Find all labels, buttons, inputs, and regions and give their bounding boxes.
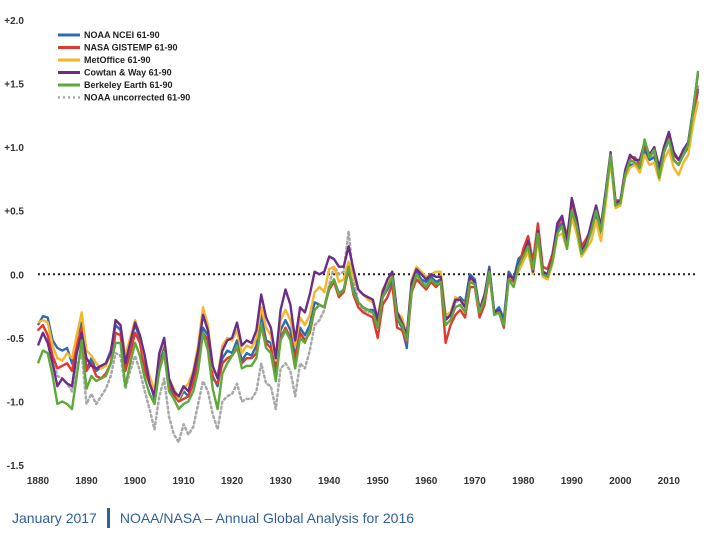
- legend-label: NOAA NCEI 61-90: [84, 30, 160, 40]
- legend-label: MetOffice 61-90: [84, 55, 151, 65]
- y-tick-label: 0.0: [10, 270, 24, 281]
- footer: January 2017 NOAA/NASA – Annual Global A…: [12, 506, 414, 530]
- y-tick-label: -1.5: [7, 461, 25, 472]
- x-tick-label: 1960: [415, 476, 438, 487]
- x-tick-label: 1910: [172, 476, 195, 487]
- legend: NOAA NCEI 61-90 NASA GISTEMP 61-90 MetOffi…: [58, 30, 190, 103]
- x-tick-label: 1900: [124, 476, 147, 487]
- y-axis-ticks: +2.0 +1.5 +1.0 +0.5 0.0 -0.5 -1.0 -1.5: [4, 16, 24, 472]
- legend-label: Cowtan & Way 61-90: [84, 68, 172, 78]
- series-line-0: [36, 90, 700, 403]
- x-tick-label: 1940: [318, 476, 341, 487]
- x-tick-label: 1990: [561, 476, 584, 487]
- x-tick-label: 1920: [221, 476, 244, 487]
- series-line-1: [37, 88, 700, 403]
- x-tick-label: 1930: [270, 476, 293, 487]
- legend-label: NOAA uncorrected 61-90: [84, 93, 190, 103]
- legend-label: NASA GISTEMP 61-90: [84, 43, 178, 53]
- x-tick-label: 1880: [27, 476, 50, 487]
- y-tick-label: +0.5: [4, 207, 24, 218]
- y-tick-label: +2.0: [4, 16, 24, 27]
- series-line-5: [36, 84, 700, 444]
- x-tick-label: 1970: [464, 476, 487, 487]
- series-line-2: [37, 101, 700, 401]
- y-tick-label: +1.0: [4, 143, 24, 154]
- x-tick-label: 2010: [658, 476, 681, 487]
- series-line-3: [36, 73, 700, 398]
- footer-title: NOAA/NASA – Annual Global Analysis for 2…: [119, 510, 415, 526]
- y-tick-label: -1.0: [7, 397, 25, 408]
- footer-separator: [106, 508, 110, 528]
- x-tick-label: 1890: [75, 476, 98, 487]
- y-tick-label: -0.5: [7, 334, 25, 345]
- x-axis-ticks: 1880 1890 1900 1910 1920 1930 1940 1950 1960 1970…: [27, 476, 681, 487]
- series-line-4: [36, 70, 700, 411]
- temperature-anomaly-chart: +2.0 +1.5 +1.0 +0.5 0.0 -0.5 -1.0 -1.5 1880 1890…: [4, 16, 700, 487]
- x-tick-label: 2000: [609, 476, 632, 487]
- footer-date: January 2017: [12, 510, 97, 526]
- x-tick-label: 1950: [367, 476, 390, 487]
- legend-label: Berkeley Earth 61-90: [84, 80, 173, 90]
- series-lines: [36, 70, 700, 444]
- x-tick-label: 1980: [512, 476, 535, 487]
- y-tick-label: +1.5: [4, 80, 24, 91]
